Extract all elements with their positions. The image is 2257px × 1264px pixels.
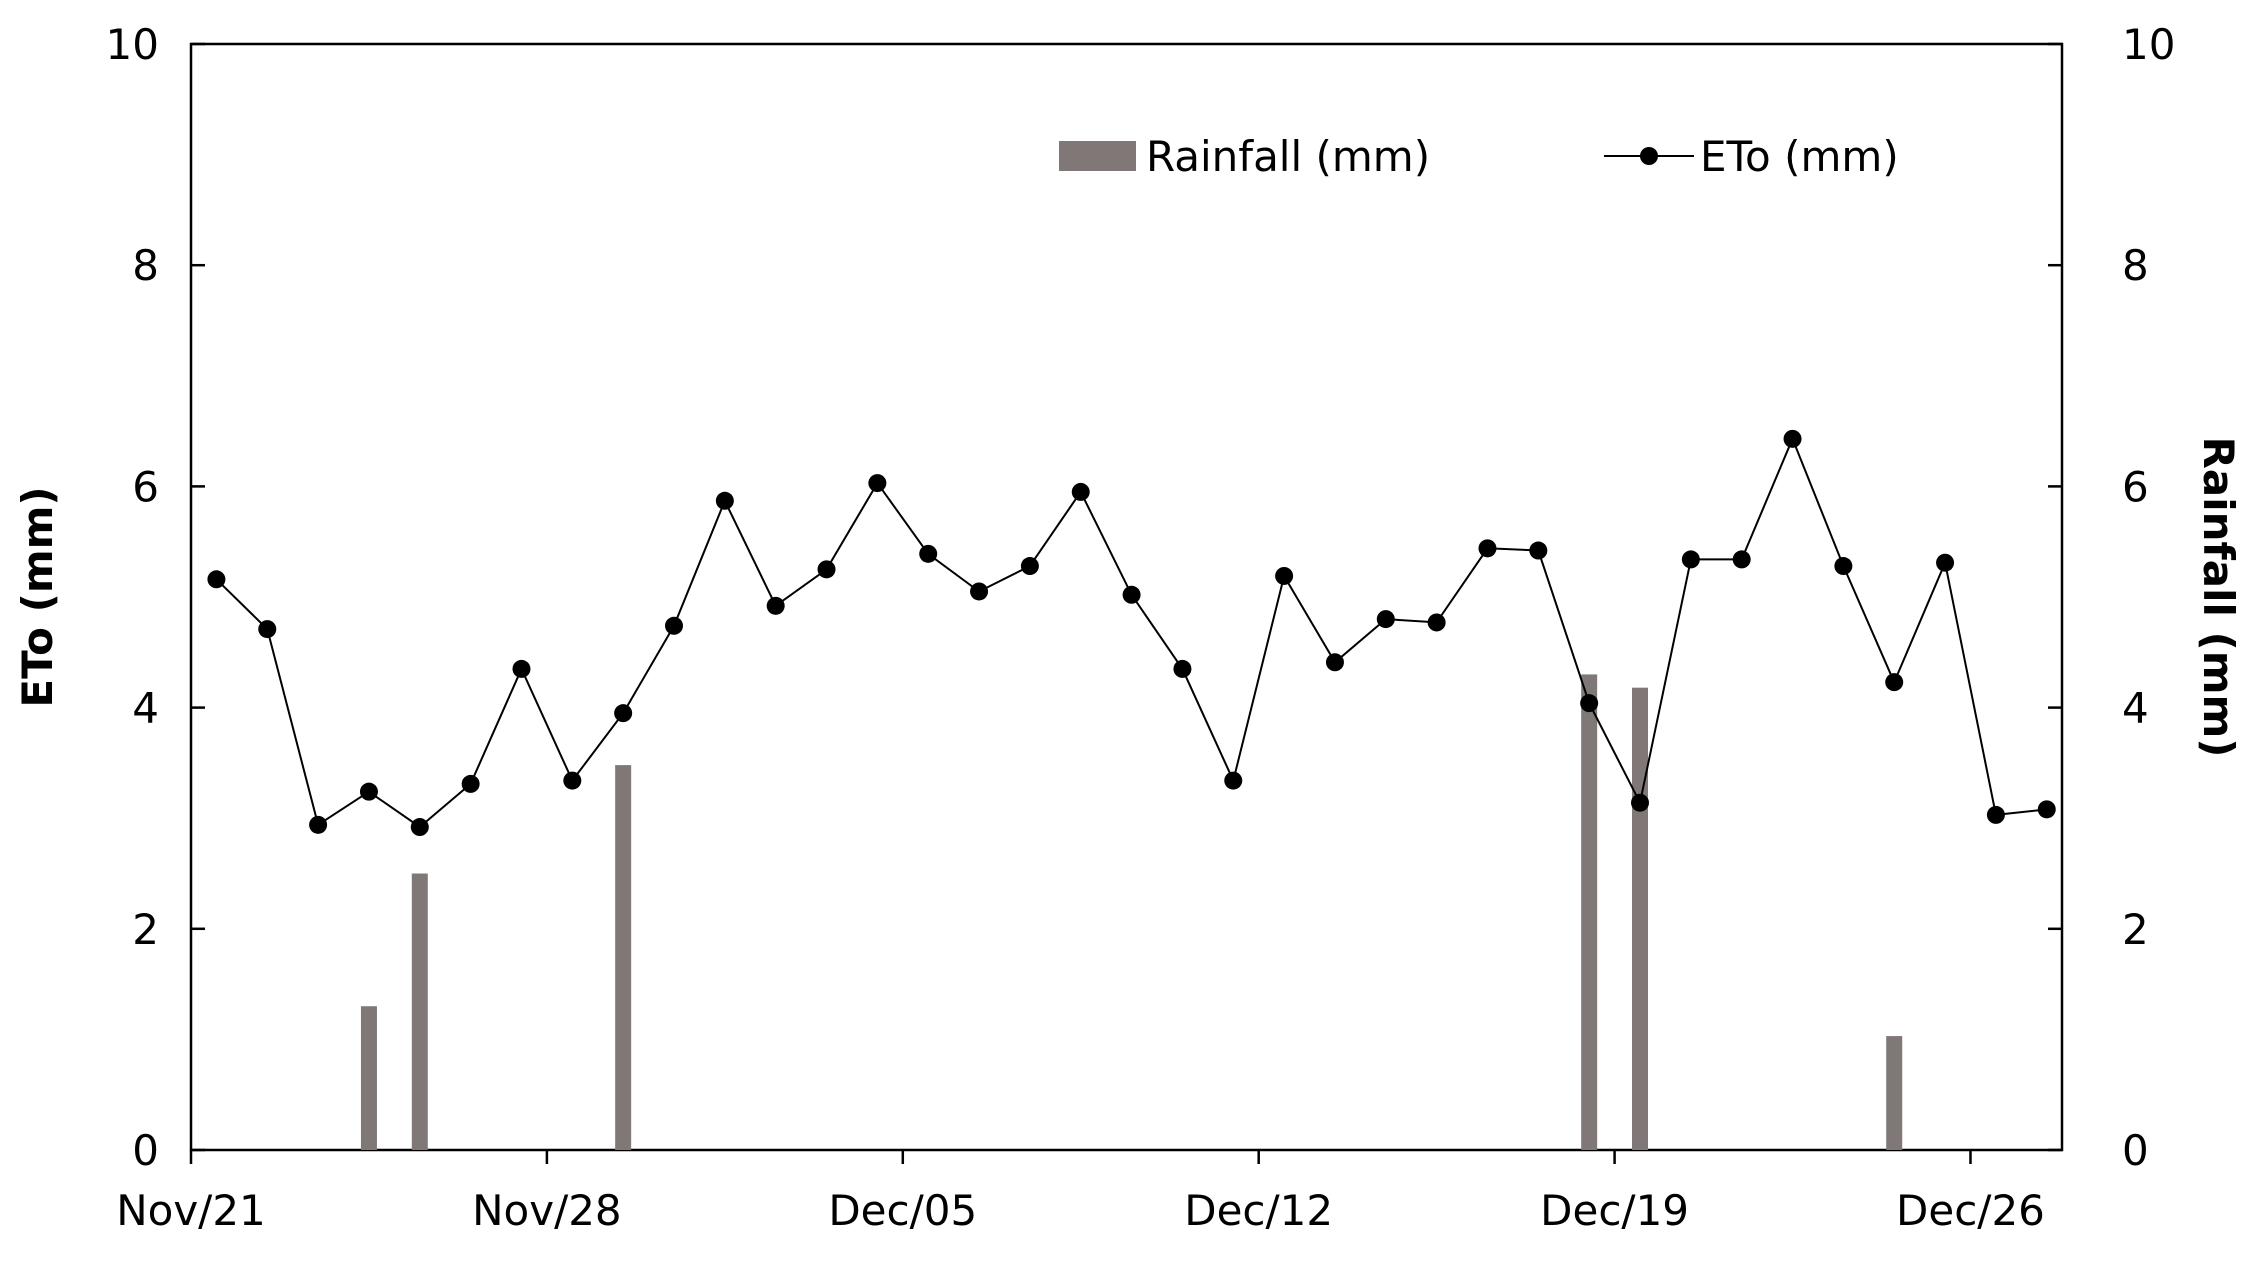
- eto-point: [1783, 429, 1802, 448]
- y-left-tick-label: 4: [132, 684, 159, 733]
- legend-eto-label: ETo (mm): [1700, 132, 1899, 181]
- eto-series-points: [207, 429, 2056, 837]
- eto-point: [1478, 539, 1497, 558]
- y-right-tick-label: 6: [2122, 462, 2149, 511]
- y-right-tick-label: 0: [2122, 1126, 2149, 1175]
- eto-series-line: [215, 436, 2047, 829]
- eto-point: [1173, 659, 1192, 678]
- x-axis: Nov/21 Nov/28 Dec/05 Dec/12 Dec/19 Dec/26: [116, 1150, 2045, 1235]
- eto-point: [1529, 541, 1548, 560]
- eto-point: [1376, 610, 1395, 629]
- eto-point: [1275, 566, 1294, 585]
- eto-point: [665, 616, 684, 635]
- eto-point: [1122, 585, 1141, 604]
- legend: Rainfall (mm) ETo (mm): [1059, 132, 1899, 181]
- y-axis-left-title: ETo (mm): [13, 486, 62, 707]
- y-axis-left: 0 2 4 6 8 10: [106, 20, 205, 1175]
- eto-point: [2037, 800, 2056, 819]
- eto-point: [563, 771, 582, 790]
- y-left-tick-label: 8: [132, 241, 159, 290]
- y-left-tick-label: 6: [132, 462, 159, 511]
- eto-point: [207, 570, 226, 589]
- eto-point: [1732, 550, 1751, 569]
- eto-point: [1224, 771, 1243, 790]
- x-tick-label: Dec/05: [828, 1186, 977, 1235]
- eto-point: [817, 560, 836, 579]
- rainfall-bar: [615, 765, 632, 1150]
- y-left-tick-label: 2: [132, 905, 159, 954]
- legend-rainfall-label: Rainfall (mm): [1146, 132, 1430, 181]
- eto-point: [1885, 673, 1904, 692]
- y-left-tick-label: 10: [106, 20, 159, 69]
- eto-point: [868, 474, 887, 493]
- eto-point: [410, 818, 429, 837]
- eto-point: [512, 659, 531, 678]
- eto-point: [258, 620, 277, 639]
- legend-eto-marker: [1640, 147, 1658, 165]
- eto-point: [1427, 613, 1446, 632]
- y-right-tick-label: 2: [2122, 905, 2149, 954]
- eto-point: [715, 491, 734, 510]
- eto-point: [1834, 557, 1853, 576]
- eto-point: [1631, 793, 1650, 812]
- plot-area: [189, 42, 2064, 1152]
- eto-point: [461, 774, 480, 793]
- x-tick-label: Dec/12: [1184, 1186, 1333, 1235]
- eto-point: [1020, 557, 1039, 576]
- rainfall-bar: [360, 1006, 377, 1150]
- eto-point: [1580, 694, 1599, 713]
- y-right-tick-label: 10: [2122, 20, 2175, 69]
- legend-rainfall-swatch: [1059, 141, 1136, 171]
- eto-point: [1936, 553, 1955, 572]
- y-right-tick-label: 4: [2122, 684, 2149, 733]
- eto-point: [766, 596, 785, 615]
- eto-point: [919, 544, 938, 563]
- rainfall-bar: [1886, 1036, 1903, 1150]
- eto-point: [1681, 550, 1700, 569]
- y-left-tick-label: 0: [132, 1126, 159, 1175]
- eto-point: [309, 815, 328, 834]
- x-tick-label: Dec/19: [1540, 1186, 1689, 1235]
- y-axis-right: 0 2 4 6 8 10: [2048, 20, 2175, 1175]
- rainfall-series: [360, 674, 1903, 1150]
- x-tick-label: Nov/28: [472, 1186, 622, 1235]
- rainfall-bar: [411, 873, 428, 1150]
- y-axis-right-title: Rainfall (mm): [2194, 437, 2243, 758]
- x-tick-label: Dec/26: [1896, 1186, 2045, 1235]
- rainfall-bar: [1632, 687, 1649, 1150]
- eto-point: [359, 782, 378, 801]
- rainfall-bar: [1581, 674, 1598, 1150]
- y-right-tick-label: 8: [2122, 241, 2149, 290]
- eto-point: [970, 582, 989, 601]
- eto-point: [1071, 482, 1090, 501]
- eto-point: [1325, 653, 1344, 672]
- eto-point: [614, 704, 633, 723]
- eto-point: [1986, 805, 2005, 824]
- x-tick-label: Nov/21: [116, 1186, 266, 1235]
